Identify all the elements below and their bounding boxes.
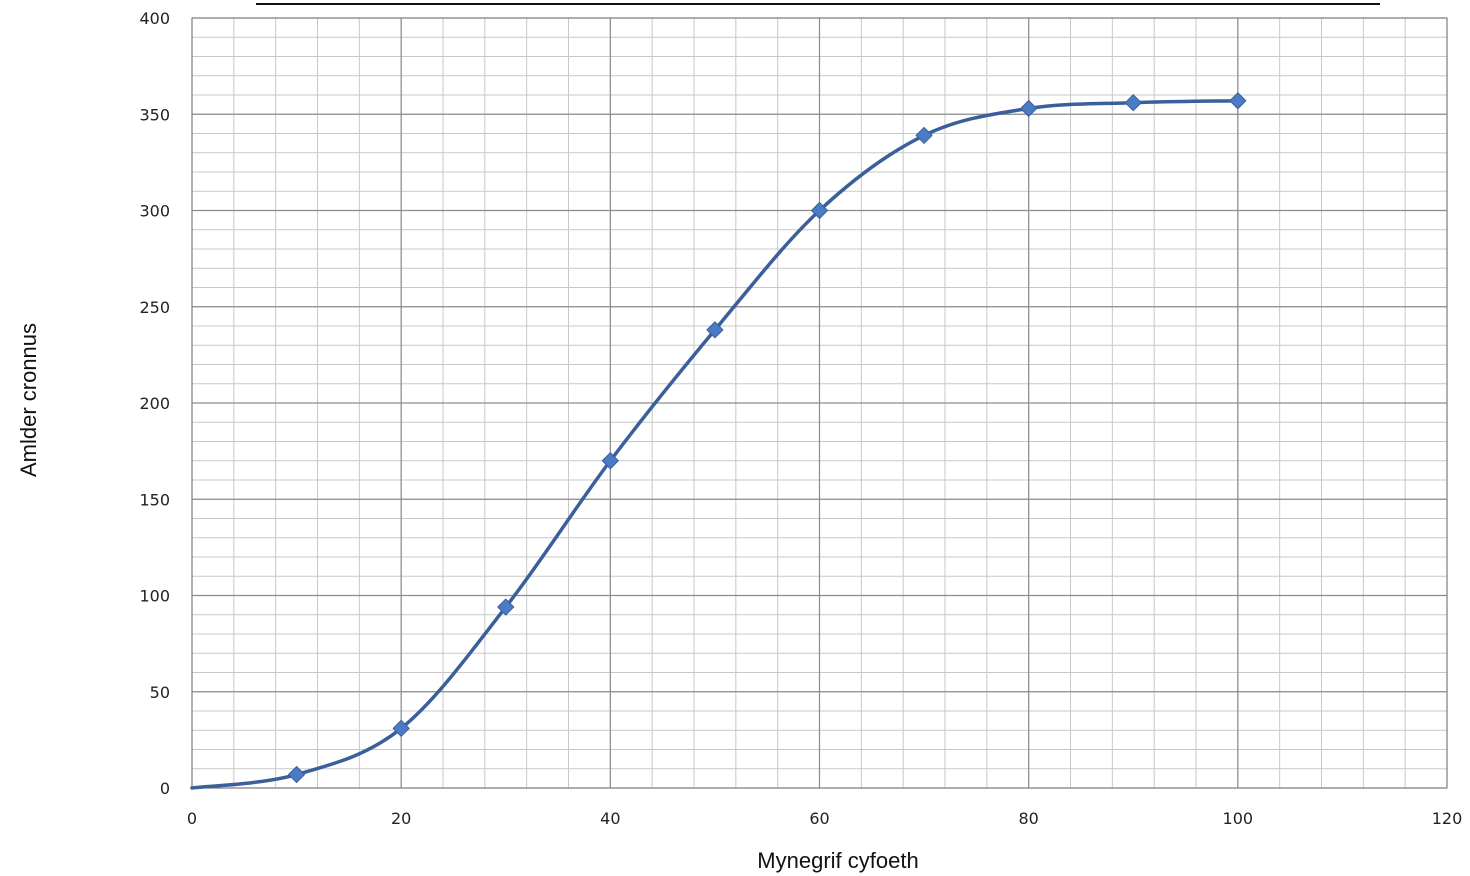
data-point-marker xyxy=(706,321,724,339)
y-tick-label: 0 xyxy=(160,779,170,798)
y-tick-label: 250 xyxy=(139,298,170,317)
y-tick-label: 350 xyxy=(139,105,170,124)
data-point-marker xyxy=(287,765,306,784)
x-tick-label: 80 xyxy=(1018,809,1038,828)
x-tick-label: 100 xyxy=(1223,809,1254,828)
data-point-marker xyxy=(601,452,620,470)
x-axis-tick-labels: 0 20 40 60 80 100 120 xyxy=(187,809,1462,828)
data-point-marker xyxy=(1124,93,1142,112)
x-tick-label: 60 xyxy=(809,809,829,828)
x-tick-label: 0 xyxy=(187,809,197,828)
data-point-marker xyxy=(1229,92,1247,110)
y-axis-title: Amlder cronnus xyxy=(16,323,41,477)
data-markers xyxy=(287,92,1247,784)
data-point-marker xyxy=(1019,99,1038,118)
y-tick-label: 200 xyxy=(139,394,170,413)
y-tick-label: 150 xyxy=(139,490,170,509)
y-tick-label: 100 xyxy=(139,587,170,606)
data-point-marker xyxy=(392,719,410,738)
y-tick-label: 50 xyxy=(150,683,170,702)
x-tick-label: 40 xyxy=(600,809,620,828)
data-point-marker xyxy=(810,201,829,220)
y-axis-tick-labels: 0 50 100 150 200 250 300 350 400 xyxy=(139,9,170,798)
data-point-marker xyxy=(915,126,933,145)
x-tick-label: 20 xyxy=(391,809,411,828)
x-tick-label: 120 xyxy=(1432,809,1463,828)
y-tick-label: 300 xyxy=(139,202,170,221)
plot-area-border xyxy=(191,17,1448,789)
x-axis-title: Mynegrif cyfoeth xyxy=(757,848,918,873)
data-point-marker xyxy=(497,598,515,616)
y-tick-label: 400 xyxy=(139,9,170,28)
series-line xyxy=(190,99,1240,790)
